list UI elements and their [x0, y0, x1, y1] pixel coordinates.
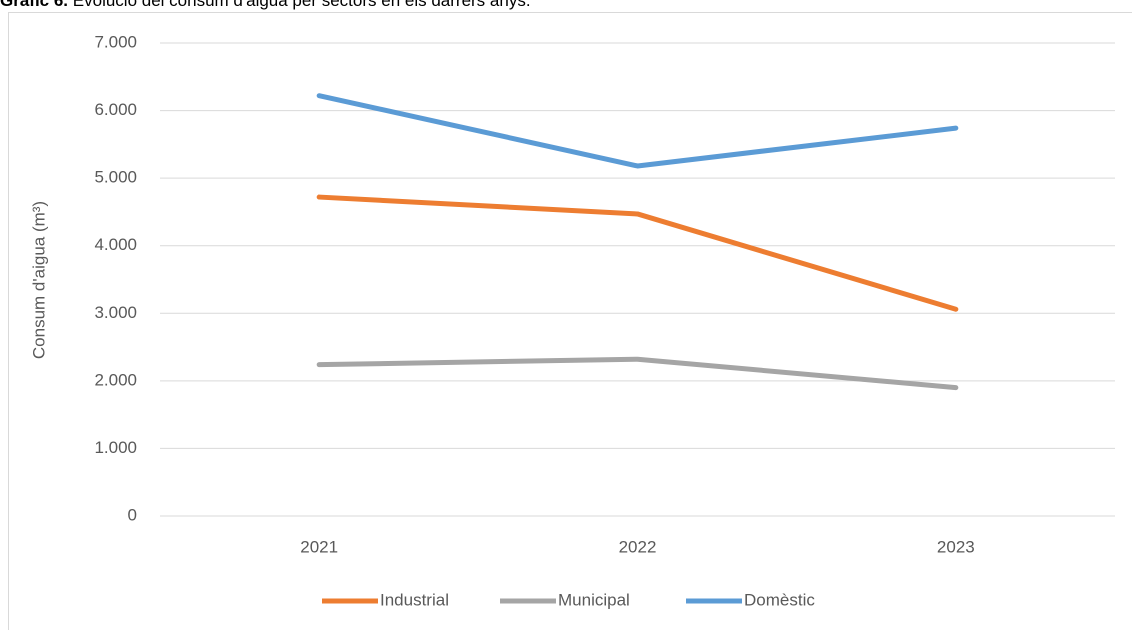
- y-tick-label: 1.000: [94, 438, 137, 457]
- x-tick-label: 2022: [619, 537, 657, 556]
- title-text: Evolució del consum d'aigua per sectors …: [73, 0, 531, 10]
- chart-frame: [8, 12, 1132, 630]
- legend-label: Industrial: [380, 590, 449, 609]
- legend-label: Municipal: [558, 590, 630, 609]
- legend-label: Domèstic: [744, 590, 815, 609]
- y-tick-label: 7.000: [94, 32, 137, 51]
- y-tick-label: 0: [128, 505, 137, 524]
- y-tick-label: 2.000: [94, 370, 137, 389]
- y-tick-label: 4.000: [94, 235, 137, 254]
- y-tick-label: 3.000: [94, 303, 137, 322]
- x-tick-label: 2023: [937, 537, 975, 556]
- line-series: [316, 194, 959, 312]
- y-tick-label: 6.000: [94, 100, 137, 119]
- line-series: [316, 356, 959, 391]
- chart-title: Gràfic 6. Evolució del consum d'aigua pe…: [0, 0, 531, 10]
- y-tick-label: 5.000: [94, 168, 137, 187]
- x-tick-label: 2021: [300, 537, 338, 556]
- line-series: [316, 93, 959, 169]
- title-prefix: Gràfic 6.: [0, 0, 68, 10]
- y-axis-label: Consum d'aigua (m³): [29, 201, 48, 359]
